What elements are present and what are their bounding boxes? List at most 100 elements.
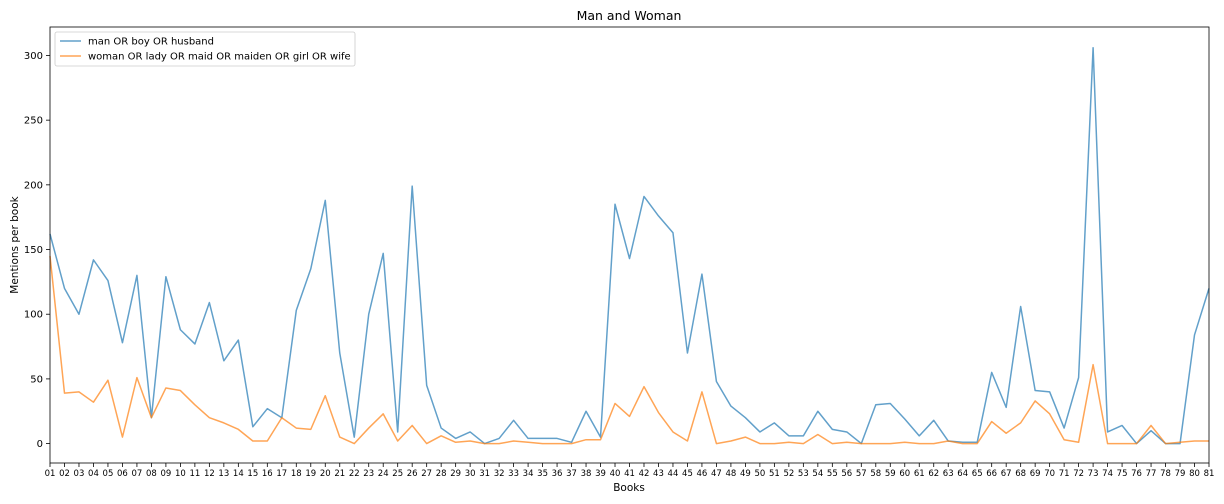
y-axis-label: Mentions per book (9, 195, 21, 293)
y-tick-label: 50 (30, 374, 43, 385)
chart-title: Man and Woman (577, 8, 682, 23)
x-tick-label: 76 (1131, 469, 1142, 479)
legend-box (54, 31, 356, 67)
x-tick-label: 17 (276, 469, 287, 479)
x-tick-label: 19 (305, 469, 316, 479)
x-tick-label: 14 (233, 469, 244, 479)
x-tick-label: 57 (856, 469, 867, 479)
x-tick-label: 61 (914, 469, 925, 479)
x-tick-label: 42 (639, 469, 650, 479)
x-tick-label: 49 (740, 469, 751, 479)
x-axis-label: Books (613, 482, 645, 494)
x-tick-label: 74 (1102, 469, 1113, 479)
x-tick-label: 06 (117, 469, 128, 479)
legend-label-man: man OR boy OR husband (88, 37, 214, 48)
x-tick-label: 27 (421, 469, 432, 479)
x-tick-label: 15 (247, 469, 258, 479)
x-tick-label: 56 (841, 469, 852, 479)
x-tick-label: 79 (1175, 469, 1186, 479)
x-tick-label: 03 (74, 469, 85, 479)
x-tick-label: 13 (218, 469, 229, 479)
y-tick-label: 0 (37, 439, 43, 450)
x-tick-label: 52 (783, 469, 794, 479)
x-tick-label: 33 (508, 469, 519, 479)
x-tick-label: 22 (349, 469, 360, 479)
x-tick-label: 68 (1015, 469, 1026, 479)
x-tick-label: 18 (291, 469, 302, 479)
x-tick-label: 59 (885, 469, 896, 479)
x-tick-label: 09 (160, 469, 171, 479)
x-tick-label: 30 (465, 469, 476, 479)
x-tick-label: 20 (320, 469, 331, 479)
y-tick-label: 150 (24, 245, 43, 256)
x-tick-label: 50 (754, 469, 765, 479)
x-tick-label: 32 (494, 469, 505, 479)
x-tick-label: 75 (1117, 469, 1128, 479)
x-tick-label: 63 (943, 469, 954, 479)
x-tick-label: 48 (725, 469, 736, 479)
x-tick-label: 80 (1189, 469, 1200, 479)
x-tick-label: 71 (1059, 469, 1070, 479)
x-tick-label: 28 (436, 469, 447, 479)
x-tick-label: 54 (812, 469, 823, 479)
x-tick-label: 37 (566, 469, 577, 479)
x-tick-label: 23 (363, 469, 374, 479)
plot-frame (49, 26, 1210, 464)
x-tick-label: 26 (407, 469, 418, 479)
x-tick-label: 46 (697, 469, 708, 479)
x-tick-label: 78 (1160, 469, 1171, 479)
y-tick-label: 100 (24, 310, 43, 321)
x-tick-label: 34 (523, 469, 534, 479)
x-tick-label: 24 (378, 469, 389, 479)
x-axis-ticks: 01 02 03 04 05 06 07 08 09 10 11 12 13 14 15 16 17 18 19 20… (45, 463, 1215, 479)
x-tick-label: 35 (537, 469, 548, 479)
x-tick-label: 70 (1044, 469, 1055, 479)
x-tick-label: 66 (986, 469, 997, 479)
x-tick-label: 58 (870, 469, 881, 479)
x-tick-label: 43 (653, 469, 664, 479)
series-line-1 (49, 255, 1209, 445)
x-tick-label: 36 (552, 469, 563, 479)
x-tick-label: 53 (798, 469, 809, 479)
x-tick-label: 60 (899, 469, 910, 479)
x-tick-label: 51 (769, 469, 780, 479)
x-tick-label: 77 (1146, 469, 1157, 479)
legend-label-woman: woman OR lady OR maid OR maiden OR girl … (88, 52, 351, 63)
x-tick-label: 81 (1204, 469, 1215, 479)
series-line-0 (49, 46, 1210, 445)
x-tick-label: 01 (45, 469, 56, 479)
x-tick-label: 47 (711, 469, 722, 479)
legend: man OR boy OR husband woman OR lady OR m… (54, 31, 356, 67)
x-tick-label: 39 (595, 469, 606, 479)
x-tick-label: 69 (1030, 469, 1041, 479)
x-tick-label: 64 (957, 469, 968, 479)
x-tick-label: 25 (392, 469, 403, 479)
y-axis-ticks: 0 50 100 150 200 250 300 (24, 51, 50, 450)
x-tick-label: 11 (189, 469, 200, 479)
x-tick-label: 31 (479, 469, 490, 479)
x-tick-label: 44 (668, 469, 679, 479)
x-tick-label: 41 (624, 469, 635, 479)
x-tick-label: 65 (972, 469, 983, 479)
x-tick-label: 08 (146, 469, 157, 479)
x-tick-label: 73 (1088, 469, 1099, 479)
x-tick-label: 38 (581, 469, 592, 479)
x-tick-label: 07 (132, 469, 143, 479)
x-tick-label: 62 (928, 469, 939, 479)
y-tick-label: 200 (24, 180, 43, 191)
x-tick-label: 12 (204, 469, 215, 479)
y-tick-label: 300 (24, 51, 43, 62)
x-tick-label: 05 (103, 469, 114, 479)
x-tick-label: 45 (682, 469, 693, 479)
x-tick-label: 40 (610, 469, 621, 479)
x-tick-label: 04 (88, 469, 99, 479)
y-tick-label: 250 (24, 116, 43, 127)
x-tick-label: 67 (1001, 469, 1012, 479)
x-tick-label: 02 (59, 469, 70, 479)
x-tick-label: 55 (827, 469, 838, 479)
series-lines (49, 46, 1210, 445)
x-tick-label: 29 (450, 469, 461, 479)
x-tick-label: 10 (175, 469, 186, 479)
x-tick-label: 21 (334, 469, 345, 479)
x-tick-label: 16 (262, 469, 273, 479)
